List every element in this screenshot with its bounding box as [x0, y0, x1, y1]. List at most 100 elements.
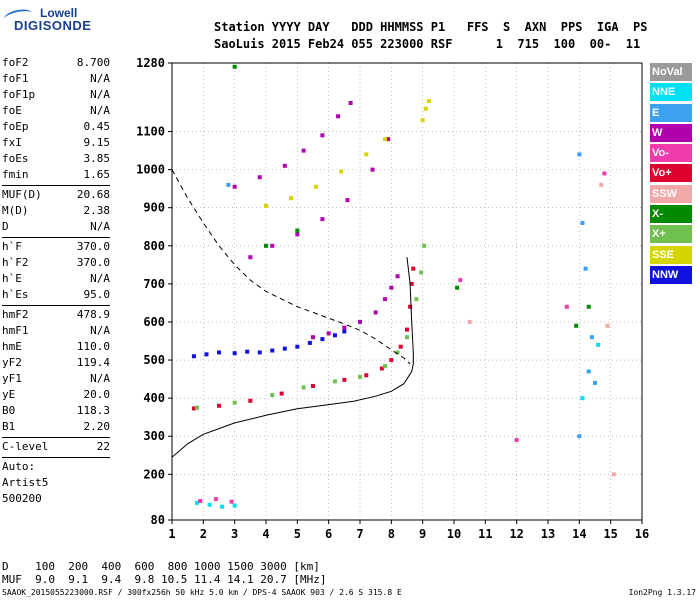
data-point [370, 167, 375, 172]
x-tick-label: 12 [509, 527, 523, 541]
data-point [198, 498, 203, 503]
param-value: 9.15 [83, 136, 111, 149]
data-point [204, 352, 209, 357]
param-row: foF1 N/A [2, 71, 110, 87]
param-row: fmin 1.65 [2, 167, 110, 183]
param-label: hmE [2, 340, 22, 353]
params-group-1: MUF(D) 20.68 M(D) 2.38 D N/A [2, 187, 110, 235]
data-point [295, 232, 300, 237]
data-point [373, 310, 378, 315]
data-point [311, 383, 315, 388]
param-row: foE N/A [2, 103, 110, 119]
x-tick-label: 11 [478, 527, 492, 541]
data-point [232, 351, 237, 356]
param-label: foEs [2, 152, 29, 165]
param-row: B0 118.3 [2, 403, 110, 419]
data-point [217, 403, 221, 408]
data-point [307, 340, 312, 345]
param-row: hmF1 N/A [2, 323, 110, 339]
data-point [248, 398, 253, 403]
param-value: N/A [90, 220, 110, 233]
param-row: foEp 0.45 [2, 119, 110, 135]
data-point [467, 319, 472, 324]
data-point [583, 266, 588, 271]
series-SSW [467, 182, 616, 477]
data-point [580, 396, 585, 401]
series-NNW [191, 329, 347, 359]
series-E [226, 152, 597, 439]
data-point [419, 270, 424, 275]
data-point [589, 335, 594, 340]
param-label: foEp [2, 120, 29, 133]
data-point [270, 243, 275, 248]
param-label: foF1 [2, 72, 29, 85]
param-value: 8.700 [76, 56, 110, 69]
data-point [232, 184, 237, 189]
series-SSE [264, 99, 431, 208]
data-point [191, 354, 196, 359]
y-tick-label: 1000 [136, 163, 165, 177]
data-point [364, 152, 369, 157]
data-point [564, 304, 569, 309]
data-point [226, 182, 231, 187]
legend-item-nne: NNE [650, 83, 692, 102]
param-row: hmF2 478.9 [2, 307, 110, 323]
data-point [422, 243, 427, 248]
params-divider [2, 437, 110, 438]
param-label: foF2 [2, 56, 29, 69]
data-point [395, 350, 400, 355]
legend-item-noval: NoVal [650, 63, 692, 81]
chart-marks [191, 64, 616, 509]
data-point [195, 500, 200, 505]
logo-line1: Lowell [40, 6, 78, 20]
footer-info: SAAOK_2015055223000.RSF / 300fx256h 50 k… [2, 588, 402, 597]
param-row: foF1p N/A [2, 87, 110, 103]
series-NNE [195, 342, 601, 509]
param-row: B1 2.20 [2, 419, 110, 435]
data-point [326, 331, 331, 336]
legend: NoVal NNE E W Vo- Vo+ SSW X- X+ SSE NNW [650, 63, 692, 286]
param-label: C-level [2, 440, 49, 453]
param-value: 2.20 [83, 420, 111, 433]
legend-item-sse: SSE [650, 245, 692, 264]
data-point [342, 377, 347, 382]
param-value: N/A [90, 272, 110, 285]
param-label: D [2, 220, 9, 233]
param-row: h`E N/A [2, 271, 110, 287]
param-row: h`Es 95.0 [2, 287, 110, 303]
param-label: h`F2 [2, 256, 29, 269]
params-divider [2, 237, 110, 238]
y-tick-label: 200 [143, 467, 165, 481]
x-tick-label: 2 [200, 527, 207, 541]
data-point [420, 118, 425, 123]
param-row: foEs 3.85 [2, 151, 110, 167]
data-point [213, 497, 218, 502]
param-row: MUF(D) 20.68 [2, 187, 110, 203]
params-group-4: C-level 22 [2, 439, 110, 455]
param-value: 370.0 [76, 240, 110, 253]
y-tick-label: 800 [143, 239, 165, 253]
legend-item-nnw: NNW [650, 265, 692, 284]
param-label: yF1 [2, 372, 22, 385]
autoscale-line1: Auto: [2, 460, 36, 473]
param-value: N/A [90, 88, 110, 101]
data-point [386, 137, 391, 142]
data-point [409, 281, 414, 286]
data-point [270, 393, 275, 398]
param-value: 1.65 [83, 168, 111, 181]
param-value: 370.0 [76, 256, 110, 269]
data-point [395, 274, 400, 279]
data-point [320, 217, 325, 222]
param-label: B0 [2, 404, 16, 417]
data-point [207, 502, 212, 507]
x-tick-label: 8 [388, 527, 395, 541]
data-point [458, 278, 463, 283]
data-point [279, 391, 284, 396]
param-label: MUF(D) [2, 188, 42, 201]
data-point [320, 337, 325, 342]
data-point [270, 348, 275, 353]
footer-version: Ion2Png 1.3.17 [628, 588, 696, 597]
data-point [332, 333, 337, 338]
data-point [282, 163, 287, 168]
